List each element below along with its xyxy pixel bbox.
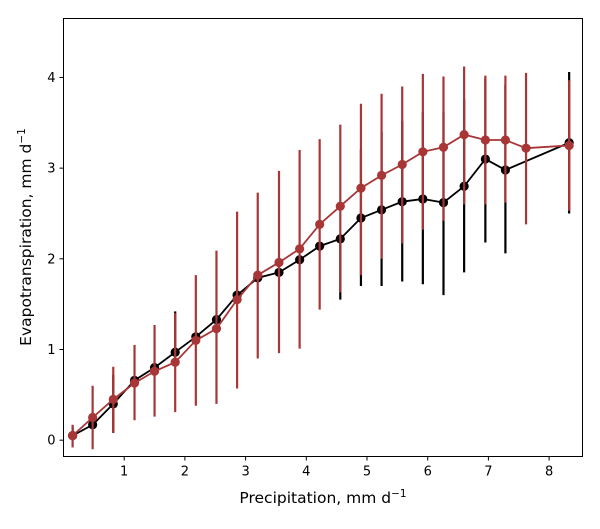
series-1-point-15 <box>376 170 387 180</box>
series-1-point-21 <box>500 135 511 145</box>
series-1-point-23 <box>564 140 574 151</box>
y-tick-label-3: 3 <box>47 162 55 177</box>
series-1-point-12 <box>315 219 325 229</box>
series-1-point-20 <box>480 135 490 145</box>
series-1-point-13 <box>335 201 345 211</box>
y-tick-label-4: 4 <box>47 71 55 86</box>
series-1-point-1 <box>88 412 98 423</box>
series-1-point-10 <box>274 257 284 268</box>
x-axis-label-unit-exponent: −1 <box>391 488 406 500</box>
plot-frame <box>63 18 583 457</box>
series-1-point-2 <box>108 394 118 404</box>
x-tick-label-8: 8 <box>545 465 553 480</box>
series-1-point-18 <box>438 142 449 152</box>
x-tick-label-3: 3 <box>241 465 249 480</box>
y-axis-label: Evapotranspiration, mm d−1 <box>16 128 35 346</box>
series-1-point-22 <box>521 143 531 153</box>
series-0 <box>68 72 574 441</box>
x-tick-label-6: 6 <box>424 465 432 480</box>
series-1-point-5 <box>170 357 180 367</box>
plot-layer <box>68 66 574 450</box>
x-tick-label-2: 2 <box>181 465 189 480</box>
y-tick-label-0: 0 <box>47 434 55 449</box>
x-tick-label-5: 5 <box>363 465 371 480</box>
x-tick-label-1: 1 <box>120 465 128 480</box>
series-1-point-0 <box>68 431 78 441</box>
series-1-point-19 <box>459 129 469 140</box>
series-1 <box>68 66 574 450</box>
series-1-point-17 <box>418 147 428 157</box>
y-tick-label-1: 1 <box>47 343 55 358</box>
x-tick-label-4: 4 <box>302 465 310 480</box>
series-1-point-7 <box>211 324 222 334</box>
series-1-point-4 <box>149 366 160 376</box>
series-1-point-6 <box>191 335 201 346</box>
y-tick-label-2: 2 <box>47 252 55 267</box>
series-1-point-11 <box>295 244 305 254</box>
series-1-point-16 <box>397 159 407 170</box>
x-axis-label: Precipitation, mm d−1 <box>239 488 406 507</box>
axis-layer: 1 2 3 4 5 6 7 8 0 1 2 3 4 <box>47 71 553 480</box>
y-axis-label-unit-exponent: −1 <box>16 128 28 143</box>
series-1-point-14 <box>356 183 366 193</box>
series-1-point-3 <box>129 378 140 388</box>
series-1-point-9 <box>253 270 263 280</box>
series-0-line <box>72 141 570 437</box>
series-1-point-8 <box>232 295 242 305</box>
series-1-line <box>72 133 570 437</box>
x-tick-label-7: 7 <box>484 465 492 480</box>
